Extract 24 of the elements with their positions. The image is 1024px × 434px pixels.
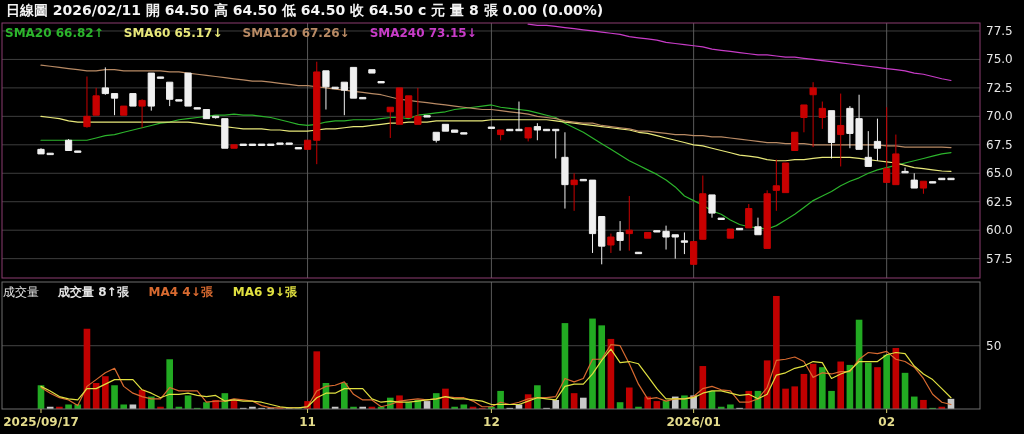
x-tick-label: 11	[299, 415, 316, 429]
chart-title: 日線圖 2026/02/11 開 64.50 高 64.50 低 64.50 收 64.50 c 元 量 8 張 0.00 (0.00%)	[6, 2, 604, 18]
text: 50	[986, 338, 1002, 353]
y-tick-label: 77.5	[986, 23, 1013, 38]
y-tick-label: 57.5	[986, 251, 1013, 266]
y-tick-label: 65.0	[986, 166, 1013, 181]
y-tick-label: 70.0	[986, 109, 1013, 124]
x-tick-label: 2026/01	[666, 415, 721, 429]
y-tick-label: 62.5	[986, 194, 1013, 209]
text: MA4 4↓張	[148, 285, 214, 299]
text: 成交量 8↑張	[57, 285, 130, 299]
text: MA6 9↓張	[232, 285, 298, 299]
x-tick-label: 2025/09/17	[3, 415, 79, 429]
text: SMA60 65.17↓	[123, 26, 223, 40]
x-tick-label: 12	[483, 415, 500, 429]
chart-title: 成交量	[3, 285, 39, 299]
text: SMA20 66.82↑	[5, 26, 104, 40]
y-tick-label: 75.0	[986, 52, 1013, 67]
y-tick-label: 60.0	[986, 223, 1013, 238]
x-tick-label: 02	[878, 415, 896, 429]
text: SMA120 67.26↓	[242, 26, 350, 40]
y-tick-label: 67.5	[986, 137, 1013, 152]
y-tick-label: 72.5	[986, 80, 1013, 95]
text: SMA240 73.15↓	[369, 26, 477, 40]
